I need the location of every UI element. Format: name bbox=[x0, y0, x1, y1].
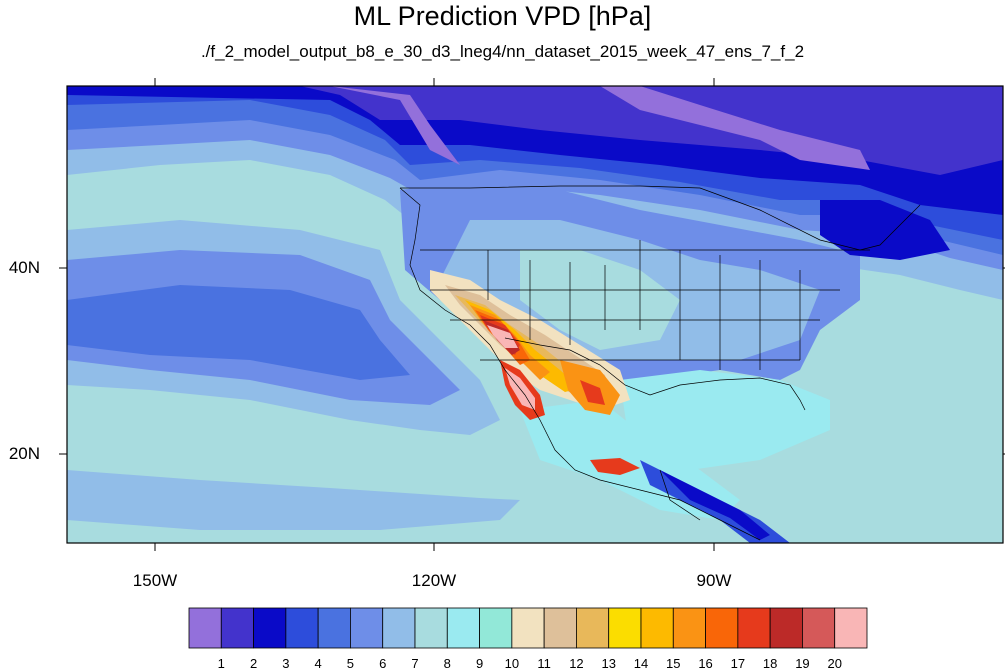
colorbar-swatch bbox=[382, 607, 416, 649]
colorbar-swatch bbox=[802, 607, 836, 649]
plot-subtitle: ./f_2_model_output_b8_e_30_d3_lneg4/nn_d… bbox=[200, 42, 805, 61]
colorbar-swatch bbox=[576, 607, 610, 649]
colorbar-swatch bbox=[737, 607, 771, 649]
colorbar-swatch bbox=[285, 607, 319, 649]
colorbar-swatch bbox=[414, 607, 448, 649]
colorbar-tick-label: 11 bbox=[537, 656, 551, 671]
colorbar-swatch bbox=[479, 607, 513, 649]
colorbar-swatch bbox=[253, 607, 287, 649]
colorbar-tick-label: 9 bbox=[475, 656, 484, 671]
colorbar-tick-label: 7 bbox=[411, 656, 419, 671]
colorbar-swatch bbox=[543, 607, 577, 649]
colorbar-tick-label: 14 bbox=[633, 656, 649, 671]
colorbar-tick-label: 12 bbox=[569, 656, 584, 671]
colorbar-swatch bbox=[672, 607, 706, 649]
lat-label-20n: 20N bbox=[8, 444, 40, 463]
colorbar-tick-label: 19 bbox=[795, 656, 810, 671]
boundary-lines bbox=[399, 185, 921, 541]
colorbar-swatch bbox=[446, 607, 480, 649]
colorbar-tick-label: 5 bbox=[346, 656, 355, 671]
colorbar-swatch bbox=[511, 607, 545, 649]
colorbar-tick-label: 20 bbox=[827, 656, 842, 671]
axis-ticks bbox=[59, 78, 1005, 551]
colorbar-tick-label: 4 bbox=[314, 656, 322, 671]
lon-label-120w: 120W bbox=[411, 571, 457, 590]
vpd-map bbox=[59, 78, 1005, 551]
colorbar-swatch bbox=[834, 607, 868, 649]
colorbar bbox=[188, 607, 868, 649]
colorbar-tick-label: 18 bbox=[762, 656, 778, 671]
colorbar-tick-label: 6 bbox=[379, 656, 387, 671]
colorbar-tick-label: 10 bbox=[504, 656, 520, 671]
colorbar-tick-label: 8 bbox=[443, 656, 451, 671]
colorbar-swatch bbox=[317, 607, 351, 649]
colorbar-tick-label: 15 bbox=[666, 656, 681, 671]
colorbar-tick-label: 16 bbox=[698, 656, 713, 671]
colorbar-swatch bbox=[188, 607, 222, 649]
colorbar-tick-label: 2 bbox=[249, 656, 258, 671]
colorbar-swatch bbox=[640, 607, 674, 649]
colorbar-swatch bbox=[220, 607, 254, 649]
lon-label-90w: 90W bbox=[696, 571, 732, 590]
plot-title: ML Prediction VPD [hPa] bbox=[353, 1, 652, 31]
colorbar-swatch bbox=[350, 607, 384, 649]
colorbar-tick-label: 3 bbox=[282, 656, 290, 671]
colorbar-swatch bbox=[705, 607, 739, 649]
colorbar-swatch bbox=[769, 607, 803, 649]
colorbar-tick-label: 13 bbox=[601, 656, 616, 671]
map-field bbox=[67, 86, 1003, 543]
colorbar-swatch bbox=[608, 607, 642, 649]
colorbar-tick-label: 17 bbox=[730, 656, 746, 671]
colorbar-tick-label: 1 bbox=[217, 656, 225, 671]
lat-label-40n: 40N bbox=[8, 258, 40, 277]
lon-label-150w: 150W bbox=[132, 571, 178, 590]
map-frame bbox=[66, 85, 1004, 544]
